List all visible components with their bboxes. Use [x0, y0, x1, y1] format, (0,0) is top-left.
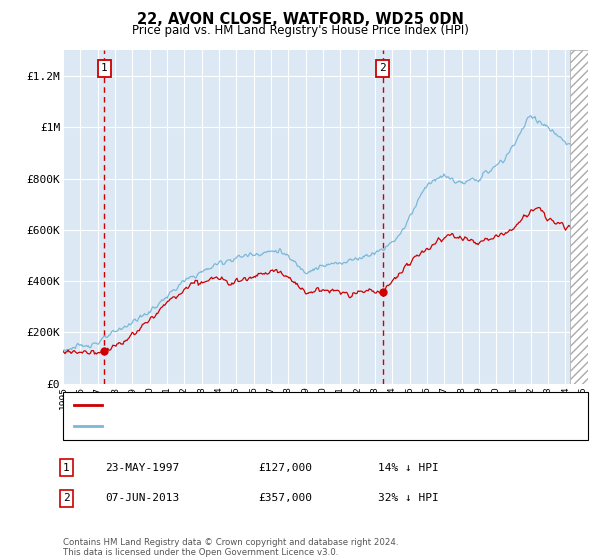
Text: Contains HM Land Registry data © Crown copyright and database right 2024.
This d: Contains HM Land Registry data © Crown c…: [63, 538, 398, 557]
Text: 32% ↓ HPI: 32% ↓ HPI: [378, 493, 439, 503]
Text: 14% ↓ HPI: 14% ↓ HPI: [378, 463, 439, 473]
Text: HPI: Average price, detached house, Watford: HPI: Average price, detached house, Watf…: [108, 421, 353, 431]
Text: 22, AVON CLOSE, WATFORD, WD25 0DN (detached house): 22, AVON CLOSE, WATFORD, WD25 0DN (detac…: [108, 400, 427, 410]
Text: 07-JUN-2013: 07-JUN-2013: [105, 493, 179, 503]
Text: 2: 2: [63, 493, 70, 503]
Text: £357,000: £357,000: [258, 493, 312, 503]
Text: 23-MAY-1997: 23-MAY-1997: [105, 463, 179, 473]
Text: 1: 1: [63, 463, 70, 473]
Text: 1: 1: [101, 63, 108, 73]
Text: 22, AVON CLOSE, WATFORD, WD25 0DN: 22, AVON CLOSE, WATFORD, WD25 0DN: [137, 12, 463, 27]
Text: £127,000: £127,000: [258, 463, 312, 473]
Text: Price paid vs. HM Land Registry's House Price Index (HPI): Price paid vs. HM Land Registry's House …: [131, 24, 469, 36]
Text: 2: 2: [379, 63, 386, 73]
